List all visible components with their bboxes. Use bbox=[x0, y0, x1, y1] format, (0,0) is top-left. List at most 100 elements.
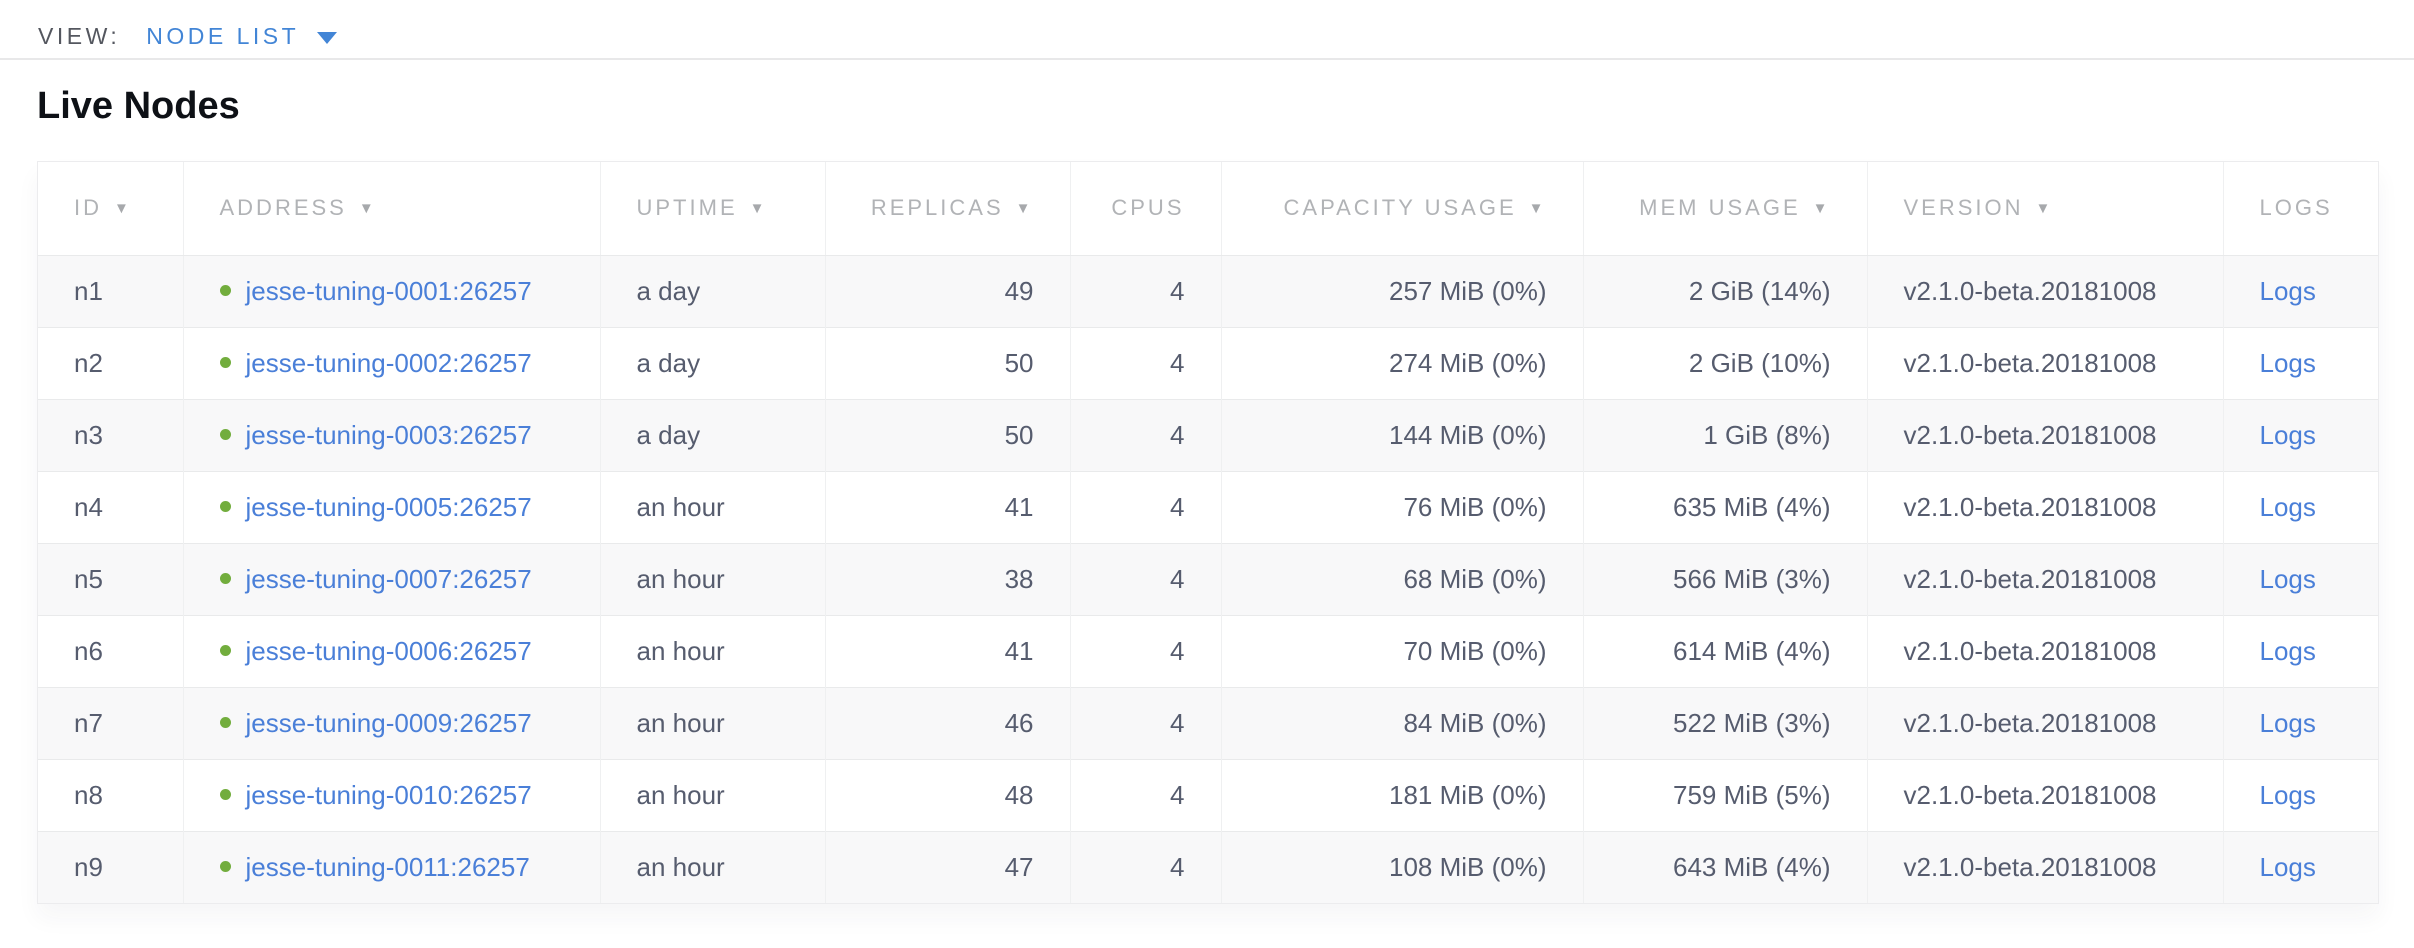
column-header-label: VERSION bbox=[1903, 195, 2024, 221]
cpus-cell: 4 bbox=[1069, 470, 1221, 543]
column-header-label: REPLICAS bbox=[870, 195, 1004, 221]
version-cell: v2.1.0-beta.20181008 bbox=[1866, 398, 2223, 471]
capacity-cell: 76 MiB (0%) bbox=[1220, 470, 1583, 543]
page-title: Live Nodes bbox=[37, 85, 240, 127]
node-live-status-icon bbox=[219, 501, 231, 513]
address-cell: jesse-tuning-0005:26257 bbox=[182, 470, 600, 543]
caret-down-icon bbox=[317, 31, 338, 44]
replicas-cell: 50 bbox=[824, 326, 1070, 399]
node-row-n1: n1 jesse-tuning-0001:26257 a day 49 4 257 MiB… bbox=[38, 255, 2378, 327]
logs-cell: Logs bbox=[2222, 542, 2378, 615]
id-cell: n7 bbox=[38, 686, 183, 759]
uptime-cell: an hour bbox=[599, 686, 825, 759]
capacity-cell: 70 MiB (0%) bbox=[1220, 614, 1583, 687]
column-header-uptime[interactable]: UPTIME ▼ bbox=[599, 162, 825, 256]
id-cell: n1 bbox=[74, 275, 103, 306]
version-cell: v2.1.0-beta.20181008 bbox=[1866, 830, 2223, 903]
version-cell: v2.1.0-beta.20181008 bbox=[1866, 686, 2223, 759]
sort-descending-icon: ▼ bbox=[749, 200, 768, 218]
uptime-cell: a day bbox=[599, 326, 825, 399]
main-content: Live Nodes ID ▼ ADDRESS ▼ UPTIME ▼ REPLICAS ▼ CP… bbox=[0, 85, 2414, 904]
uptime-cell: an hour bbox=[599, 758, 825, 831]
replicas-cell: 46 bbox=[824, 686, 1070, 759]
column-header-label: LOGS bbox=[2259, 195, 2333, 221]
column-header-mem[interactable]: MEM USAGE ▼ bbox=[1582, 162, 1867, 256]
column-header-label: CPUS bbox=[1111, 195, 1185, 221]
node-address-link[interactable]: jesse-tuning-0011:26257 bbox=[245, 851, 530, 882]
column-header-logs: LOGS bbox=[2222, 162, 2378, 256]
cpus-cell: 4 bbox=[1069, 614, 1221, 687]
id-cell: n3 bbox=[38, 398, 183, 471]
cpus-cell: 4 bbox=[1069, 398, 1221, 471]
node-address-link[interactable]: jesse-tuning-0010:26257 bbox=[245, 779, 532, 810]
sort-descending-icon: ▼ bbox=[2035, 200, 2054, 218]
replicas-cell: 49 bbox=[824, 255, 1070, 327]
node-logs-link[interactable]: Logs bbox=[2259, 635, 2316, 666]
mem-cell: 635 MiB (4%) bbox=[1582, 470, 1867, 543]
cpus-cell: 4 bbox=[1069, 830, 1221, 903]
column-header-capacity[interactable]: CAPACITY USAGE ▼ bbox=[1220, 162, 1583, 256]
column-header-replicas[interactable]: REPLICAS ▼ bbox=[824, 162, 1070, 256]
node-logs-link[interactable]: Logs bbox=[2259, 563, 2316, 594]
node-row-n5: n5 jesse-tuning-0007:26257 an hour 38 4 68 Mi… bbox=[38, 542, 2378, 615]
node-address-link[interactable]: jesse-tuning-0007:26257 bbox=[245, 563, 532, 594]
node-live-status-icon bbox=[219, 285, 231, 297]
column-header-address[interactable]: ADDRESS ▼ bbox=[182, 162, 600, 256]
node-address-link[interactable]: jesse-tuning-0006:26257 bbox=[245, 635, 532, 666]
cpus-cell: 4 bbox=[1069, 542, 1221, 615]
mem-cell: 1 GiB (8%) bbox=[1582, 398, 1867, 471]
node-logs-link[interactable]: Logs bbox=[2259, 491, 2316, 522]
node-address-link[interactable]: jesse-tuning-0001:26257 bbox=[245, 275, 532, 306]
column-header-cpus: CPUS bbox=[1069, 162, 1221, 256]
logs-cell: Logs bbox=[2222, 614, 2378, 687]
capacity-cell: 144 MiB (0%) bbox=[1220, 398, 1583, 471]
capacity-cell: 68 MiB (0%) bbox=[1220, 542, 1583, 615]
uptime-cell: an hour bbox=[599, 614, 825, 687]
node-logs-link[interactable]: Logs bbox=[2259, 851, 2316, 882]
address-cell: jesse-tuning-0003:26257 bbox=[182, 398, 600, 471]
node-row-n9: n9 jesse-tuning-0011:26257 an hour 47 4 108 M… bbox=[38, 830, 2378, 903]
node-address-link[interactable]: jesse-tuning-0003:26257 bbox=[245, 419, 532, 450]
logs-cell: Logs bbox=[2222, 398, 2378, 471]
node-logs-link[interactable]: Logs bbox=[2259, 779, 2316, 810]
node-logs-link[interactable]: Logs bbox=[2259, 419, 2316, 450]
sort-descending-icon: ▼ bbox=[1812, 200, 1831, 218]
capacity-cell: 84 MiB (0%) bbox=[1220, 686, 1583, 759]
mem-cell: 614 MiB (4%) bbox=[1582, 614, 1867, 687]
cpus-cell: 4 bbox=[1069, 686, 1221, 759]
address-cell: jesse-tuning-0001:26257 bbox=[182, 255, 600, 327]
node-live-status-icon bbox=[219, 861, 231, 873]
node-logs-link[interactable]: Logs bbox=[2259, 347, 2316, 378]
id-cell: n8 bbox=[38, 758, 183, 831]
id-cell: n4 bbox=[38, 470, 183, 543]
node-row-n8: n8 jesse-tuning-0010:26257 an hour 48 4 181 M… bbox=[38, 758, 2378, 831]
view-select-dropdown[interactable]: NODE LIST bbox=[146, 23, 338, 50]
replicas-cell: 38 bbox=[824, 542, 1070, 615]
logs-cell: Logs bbox=[2222, 758, 2378, 831]
version-cell: v2.1.0-beta.20181008 bbox=[1866, 326, 2223, 399]
cpus-cell: 4 bbox=[1069, 326, 1221, 399]
sort-descending-icon: ▼ bbox=[114, 200, 132, 218]
column-header-label: ID bbox=[74, 195, 102, 221]
mem-cell: 2 GiB (10%) bbox=[1582, 326, 1867, 399]
node-logs-link[interactable]: Logs bbox=[2259, 707, 2316, 738]
column-header-label: MEM USAGE bbox=[1639, 195, 1801, 221]
logs-cell: Logs bbox=[2222, 326, 2378, 399]
node-row-n6: n6 jesse-tuning-0006:26257 an hour 41 4 70 Mi… bbox=[38, 614, 2378, 687]
logs-cell: Logs bbox=[2222, 686, 2378, 759]
node-row-n3: n3 jesse-tuning-0003:26257 a day 50 4 144 MiB… bbox=[38, 398, 2378, 471]
id-cell: n5 bbox=[38, 542, 183, 615]
address-cell: jesse-tuning-0009:26257 bbox=[182, 686, 600, 759]
column-header-id[interactable]: ID ▼ bbox=[38, 162, 183, 256]
node-address-link[interactable]: jesse-tuning-0005:26257 bbox=[245, 491, 532, 522]
capacity-cell: 274 MiB (0%) bbox=[1220, 326, 1583, 399]
node-row-n2: n2 jesse-tuning-0002:26257 a day 50 4 274 MiB… bbox=[38, 326, 2378, 399]
capacity-cell: 181 MiB (0%) bbox=[1220, 758, 1583, 831]
node-address-link[interactable]: jesse-tuning-0009:26257 bbox=[245, 707, 532, 738]
node-live-status-icon bbox=[219, 645, 231, 657]
node-address-link[interactable]: jesse-tuning-0002:26257 bbox=[245, 347, 532, 378]
node-logs-link[interactable]: Logs bbox=[2259, 275, 2316, 306]
logs-cell: Logs bbox=[2222, 255, 2378, 327]
column-header-version[interactable]: VERSION ▼ bbox=[1866, 162, 2223, 256]
version-cell: v2.1.0-beta.20181008 bbox=[1866, 470, 2223, 543]
